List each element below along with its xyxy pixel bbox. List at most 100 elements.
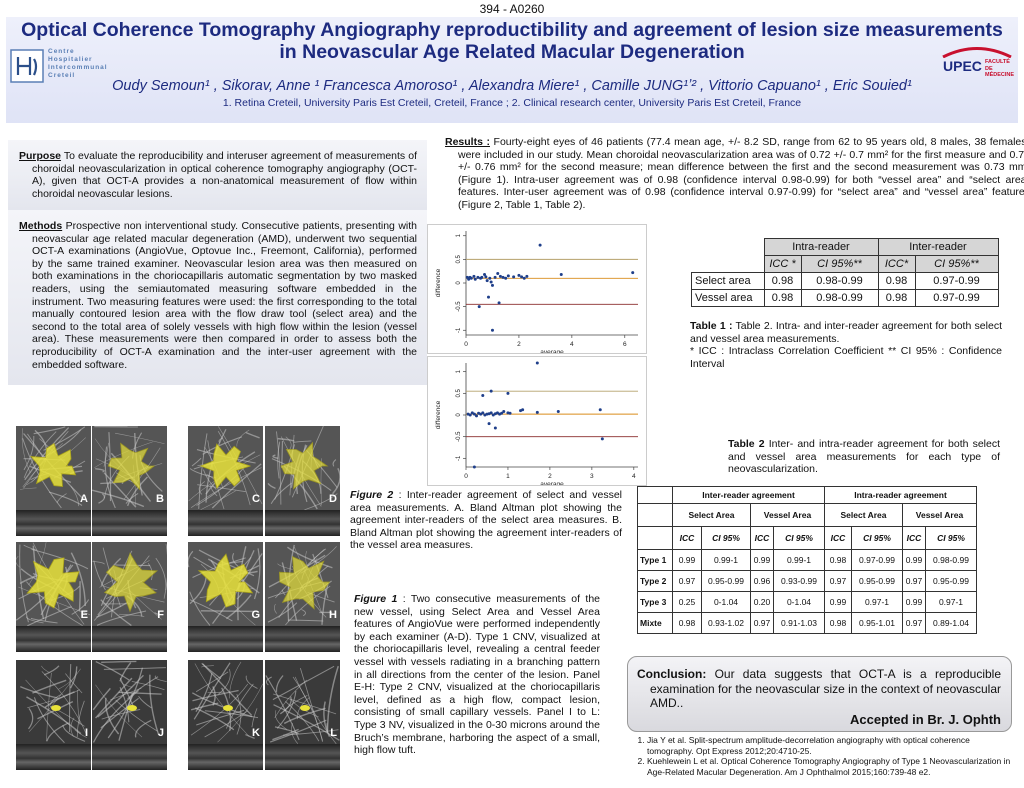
table2-cell: 0.99 <box>824 591 852 613</box>
oct-angiography-image <box>265 542 340 626</box>
figure-1-panel-letter: L <box>330 727 337 740</box>
oct-angiography-image <box>92 542 167 626</box>
table2-cell: 0.97-0.99 <box>851 549 903 571</box>
x-tick-label: 6 <box>623 341 627 348</box>
table1-row-label: Vessel area <box>691 289 765 307</box>
y-tick-label: -1 <box>456 455 462 461</box>
table2-cell: 0.99 <box>750 549 774 571</box>
figure-1-panel: L <box>265 660 340 770</box>
x-axis-label: average <box>540 481 564 485</box>
data-point <box>521 408 525 412</box>
x-tick-label: 4 <box>632 473 636 480</box>
conclusion-text: Our data suggests that OCT-A is a reprod… <box>650 667 1001 710</box>
figure-1-panel-letter: D <box>329 493 337 506</box>
references: Jia Y et al. Split-spectrum amplitude-de… <box>635 735 1015 777</box>
table2-cell: 0.89-1.04 <box>925 612 977 634</box>
table2-cell: 0.93-0.99 <box>773 570 825 592</box>
table2-col-header: ICC <box>824 526 852 550</box>
data-point <box>512 275 516 279</box>
x-tick-label: 4 <box>570 341 574 348</box>
table2-col-header: CI 95% <box>925 526 977 550</box>
table-1: Intra-reader Inter-reader ICC * CI 95%**… <box>691 238 999 307</box>
data-point <box>500 411 504 415</box>
oct-bscan-image <box>16 509 91 536</box>
oct-angiography-image <box>16 426 91 510</box>
oct-bscan-image <box>16 625 91 652</box>
table2-cell: 0-1.04 <box>773 591 825 613</box>
methods-text: Prospective non interventional study. Co… <box>32 220 417 371</box>
table-row: Vessel area 0.98 0.98-0.99 0.98 0.97-0.9… <box>691 289 999 307</box>
data-point <box>538 243 542 247</box>
data-point <box>493 275 497 279</box>
data-point <box>481 394 485 397</box>
data-point <box>525 274 529 278</box>
data-point <box>598 408 602 412</box>
data-point <box>490 328 494 332</box>
purpose-heading: Purpose <box>19 150 62 162</box>
table2-row-label: Type 1 <box>637 549 673 571</box>
figure-1-panel-letter: B <box>156 493 164 506</box>
hospital-logo-line-2: Hospitalier <box>48 56 93 63</box>
figure-1-panel-letter: A <box>80 493 88 506</box>
table2-cell: 0.98 <box>824 549 852 571</box>
data-point <box>556 410 560 414</box>
figure-1-panel: J <box>92 660 167 770</box>
figure-1-image-grid: A B C D E F G H I J K L <box>16 426 346 780</box>
table1-sub-header: ICC * <box>763 255 802 273</box>
table-row: Type 2 0.97 0.95-0.99 0.96 0.93-0.99 0.97 0.95… <box>637 570 977 592</box>
data-point <box>535 410 539 414</box>
table2-cell: 0.97 <box>750 612 774 634</box>
data-point <box>559 272 563 276</box>
data-point <box>468 413 472 417</box>
x-tick-label: 2 <box>517 341 521 348</box>
oct-bscan-image <box>188 743 263 770</box>
figure-1-panel: A <box>16 426 91 536</box>
bland-altman-plot-a: 0 2 4 6 -1 -0.5 0 0.5 1 average difference <box>427 224 647 356</box>
x-tick-label: 1 <box>506 473 510 480</box>
table1-group-inter: Inter-reader <box>877 238 999 256</box>
figure-1-panel-letter: F <box>157 609 164 622</box>
table1-cell: 0.98-0.99 <box>800 289 879 307</box>
accepted-note: Accepted in Br. J. Ophth <box>850 712 1001 727</box>
table2-cell: 0.99-1 <box>701 549 751 571</box>
data-point <box>480 275 484 279</box>
results-heading: Results : <box>445 136 490 148</box>
oct-bscan-image <box>265 743 340 770</box>
table2-sub-header: Vessel Area <box>902 503 977 527</box>
table2-cell: 0.99 <box>902 591 926 613</box>
oct-angiography-image <box>265 426 340 510</box>
table2-col-header: CI 95% <box>773 526 825 550</box>
reference-item: Kuehlewein L et al. Optical Coherence To… <box>647 756 1015 777</box>
data-point <box>483 272 487 276</box>
oct-angiography-image <box>188 542 263 626</box>
table2-cell: 0.99 <box>902 549 926 571</box>
table2-col-header: CI 95% <box>851 526 903 550</box>
table2-cell: 0.95-0.99 <box>851 570 903 592</box>
data-point <box>600 437 604 441</box>
data-point <box>506 391 510 395</box>
figure-1-panel: B <box>92 426 167 536</box>
oct-bscan-image <box>16 743 91 770</box>
data-point <box>477 305 481 309</box>
table2-cell: 0.95-1.01 <box>851 612 903 634</box>
table-2: Inter-reader agreement Intra-reader agre… <box>637 486 977 634</box>
table1-cell: 0.98 <box>763 289 802 307</box>
table2-cell: 0.97 <box>672 570 702 592</box>
data-point <box>472 274 476 278</box>
y-tick-label: -1 <box>456 327 462 333</box>
figure1-caption-label: Figure 1 <box>354 593 398 605</box>
table-2-caption: Table 2 Inter- and intra-reader agreemen… <box>728 438 1000 476</box>
y-axis-label: difference <box>435 268 442 297</box>
data-point <box>472 412 476 416</box>
y-tick-label: -0.5 <box>456 431 462 442</box>
table2-col-header: ICC <box>672 526 702 550</box>
data-point <box>485 279 489 283</box>
table2-cell: 0.97 <box>902 612 926 634</box>
affiliations: 1. Retina Creteil, University Paris Est … <box>222 97 802 109</box>
y-axis-label: difference <box>435 400 442 429</box>
data-point <box>474 414 478 418</box>
table2-group-inter: Inter-reader agreement <box>672 486 825 504</box>
table2-cell: 0.97-1 <box>925 591 977 613</box>
hospital-logo-line-3: Intercommunal <box>48 64 108 71</box>
table-row: Type 1 0.99 0.99-1 0.99 0.99-1 0.98 0.97-0.99 0… <box>637 549 977 571</box>
